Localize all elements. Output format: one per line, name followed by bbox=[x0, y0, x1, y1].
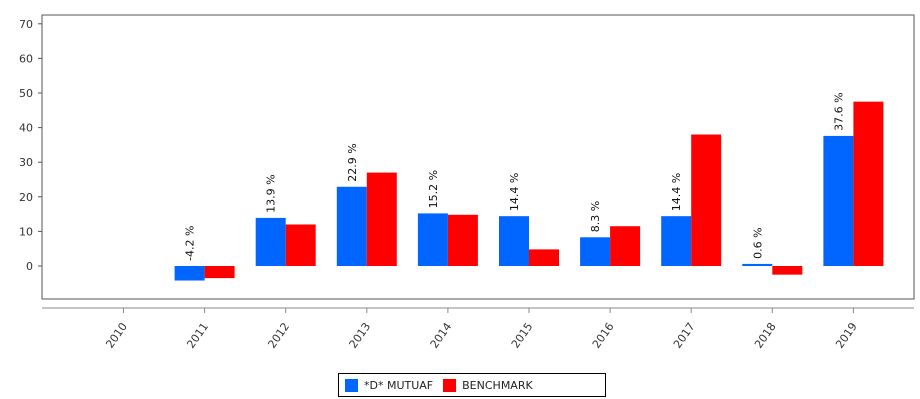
bar-benchmark bbox=[447, 214, 478, 266]
legend: *D* MUTUAF BENCHMARK bbox=[338, 373, 606, 397]
x-tick-label: 2016 bbox=[590, 320, 617, 350]
x-tick-label: 2015 bbox=[509, 320, 536, 350]
x-tick-label: 2010 bbox=[103, 320, 130, 350]
y-tick-label: 10 bbox=[19, 225, 33, 238]
data-label: 14.4 % bbox=[670, 173, 683, 211]
x-tick-label: 2017 bbox=[671, 320, 698, 350]
y-tick-label: 50 bbox=[19, 87, 33, 100]
legend-item-benchmark: BENCHMARK bbox=[443, 378, 533, 392]
bar-chart: 0 10 20 30 40 50 60 70 2010 2011 -4.2 % 2012 13.9 % 2… bbox=[19, 14, 915, 351]
bar-mutuaf bbox=[174, 266, 205, 281]
y-tick-label: 20 bbox=[19, 191, 33, 204]
bar-mutuaf bbox=[255, 217, 286, 266]
x-tick-label: 2012 bbox=[265, 320, 292, 350]
data-label: 13.9 % bbox=[265, 174, 278, 212]
bar-benchmark bbox=[366, 172, 397, 266]
data-label: 8.3 % bbox=[589, 201, 602, 232]
y-tick-label: 30 bbox=[19, 156, 33, 169]
legend-swatch-mutuaf bbox=[345, 378, 358, 392]
x-tick-label: 2018 bbox=[752, 320, 779, 350]
bar-mutuaf bbox=[499, 216, 529, 266]
bar-mutuaf bbox=[336, 186, 367, 266]
y-tick-label: 60 bbox=[19, 52, 33, 65]
bar-benchmark bbox=[853, 101, 884, 267]
data-label: 15.2 % bbox=[427, 170, 440, 208]
x-tick-label: 2019 bbox=[833, 320, 860, 350]
bar-benchmark bbox=[610, 226, 641, 266]
data-label: -4.2 % bbox=[184, 226, 197, 261]
bar-mutuaf bbox=[661, 216, 692, 266]
x-tick-label: 2011 bbox=[184, 320, 211, 350]
data-label: 22.9 % bbox=[346, 143, 359, 181]
legend-item-mutuaf: *D* MUTUAF bbox=[345, 378, 434, 392]
bar-benchmark bbox=[772, 266, 803, 275]
data-label: 14.4 % bbox=[508, 173, 521, 211]
bar-benchmark bbox=[691, 134, 722, 266]
x-tick-label: 2014 bbox=[428, 320, 455, 350]
plot-frame bbox=[41, 14, 915, 300]
bar-mutuaf bbox=[580, 237, 611, 266]
bar-benchmark bbox=[204, 266, 235, 279]
data-label: 0.6 % bbox=[751, 227, 764, 258]
bar-benchmark bbox=[529, 249, 559, 266]
bar-mutuaf bbox=[417, 213, 448, 266]
data-label: 37.6 % bbox=[832, 92, 845, 130]
legend-label-mutuaf: *D* MUTUAF bbox=[364, 378, 434, 392]
y-tick-label: 70 bbox=[19, 18, 33, 31]
bar-mutuaf bbox=[823, 135, 854, 266]
legend-label-benchmark: BENCHMARK bbox=[462, 378, 533, 392]
x-tick-label: 2013 bbox=[347, 320, 374, 350]
y-tick-label: 40 bbox=[19, 122, 33, 135]
y-tick-label: 0 bbox=[26, 260, 33, 273]
bar-benchmark bbox=[285, 224, 316, 266]
legend-swatch-benchmark bbox=[443, 378, 457, 392]
bar-mutuaf bbox=[742, 263, 773, 266]
